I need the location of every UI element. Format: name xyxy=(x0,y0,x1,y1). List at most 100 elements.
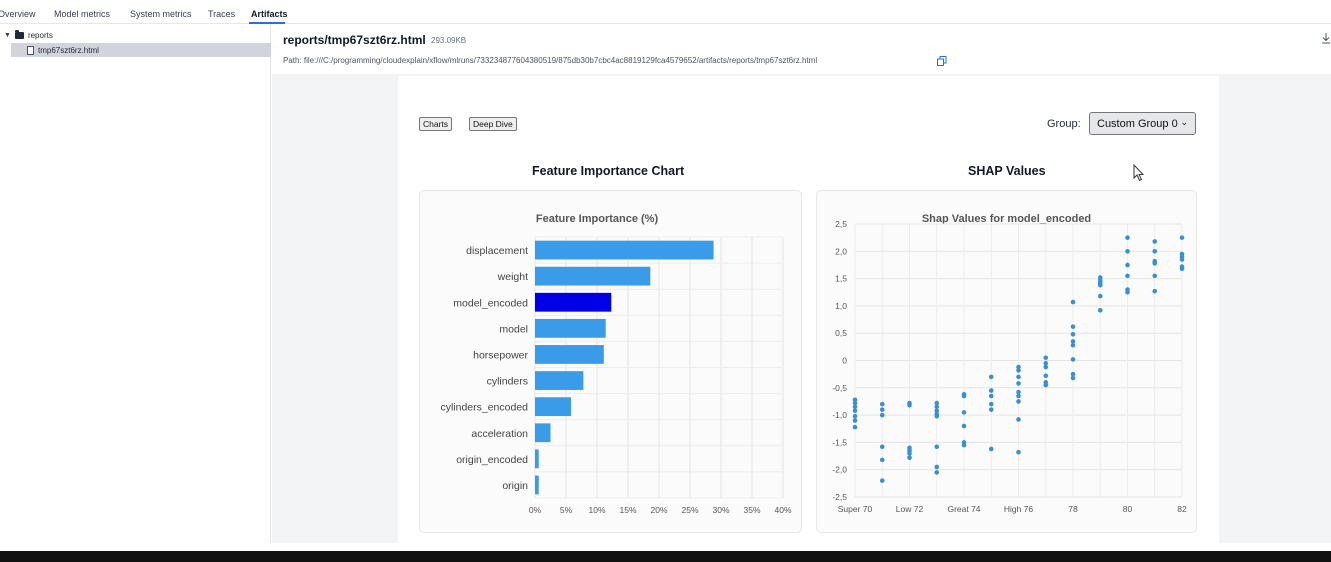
x-tick-label: 0% xyxy=(529,505,542,515)
bar-acceleration xyxy=(535,423,551,443)
artifact-path: Path: file:///C:/programming/cloudexplai… xyxy=(283,56,818,65)
taskbar-edge xyxy=(0,551,1331,562)
y-tick-label: 2,0 xyxy=(835,246,847,256)
shap-point xyxy=(988,446,994,452)
shap-point xyxy=(852,424,858,430)
tab-overview[interactable]: Overview xyxy=(0,9,36,19)
bar-cylinders-encoded xyxy=(535,397,571,417)
mouse-cursor-icon xyxy=(1133,164,1145,182)
shap-point xyxy=(1097,282,1103,288)
y-tick-label: 1,0 xyxy=(835,301,847,311)
feature-importance-card: Feature Importance (%) 0% 5% 10% 15% 20% 25% 30… xyxy=(419,190,802,533)
shap-point xyxy=(852,418,858,423)
category-label: cylinders_encoded xyxy=(440,402,528,414)
tab-traces[interactable]: Traces xyxy=(208,9,236,19)
group-select-value: Custom Group 0 xyxy=(1097,117,1178,130)
y-tick-label: -1,0 xyxy=(832,410,847,420)
shap-point xyxy=(988,407,994,412)
shap-point xyxy=(1097,307,1103,313)
shap-point xyxy=(1152,273,1158,279)
shap-point xyxy=(852,413,858,419)
shap-point xyxy=(1097,293,1103,299)
bar-origin-encoded xyxy=(535,449,539,469)
tree-file-item[interactable]: tmp67szt6rz.html xyxy=(11,43,271,57)
category-label: origin xyxy=(502,480,528,492)
y-tick-label: 0,5 xyxy=(835,328,847,338)
shap-point xyxy=(1125,235,1130,240)
shap-point xyxy=(1016,449,1021,455)
y-tick-label: -2,0 xyxy=(832,465,847,475)
chart-title: Shap Values for model_encoded xyxy=(922,213,1091,225)
shap-point xyxy=(1125,249,1130,254)
y-tick-label: -2,5 xyxy=(832,492,847,502)
shap-point xyxy=(1043,373,1049,379)
x-tick-label: Low 72 xyxy=(896,504,924,514)
download-icon[interactable] xyxy=(1321,32,1331,44)
x-tick-label: 78 xyxy=(1068,504,1078,514)
shap-point xyxy=(907,455,912,460)
run-tabs: Overview Model metrics System metrics Tr… xyxy=(0,0,1331,24)
shap-point xyxy=(852,397,858,403)
x-tick-label: 35% xyxy=(743,505,760,515)
file-icon xyxy=(27,45,34,55)
shap-point xyxy=(1152,239,1158,244)
x-tick-label: 20% xyxy=(650,505,667,515)
shap-point xyxy=(852,408,858,414)
shap-point xyxy=(961,442,967,448)
shap-point xyxy=(1070,299,1076,305)
shap-point xyxy=(934,413,940,419)
shap-point xyxy=(934,444,940,450)
shap-point xyxy=(961,423,967,429)
x-tick-label: 80 xyxy=(1123,504,1133,514)
shap-point xyxy=(1016,374,1021,380)
shap-point xyxy=(934,470,940,475)
shap-point xyxy=(1179,266,1185,272)
y-tick-label: -0,5 xyxy=(832,383,847,393)
shap-point xyxy=(879,401,885,407)
x-tick-label: Great 74 xyxy=(947,504,980,514)
x-tick-label: 40% xyxy=(774,505,791,515)
charts-button[interactable]: Charts xyxy=(419,117,453,131)
shap-point xyxy=(879,444,885,450)
x-tick-label: 82 xyxy=(1177,504,1187,514)
category-label: weight xyxy=(497,271,528,283)
x-tick-label: High 76 xyxy=(1004,504,1034,514)
tree-folder-reports[interactable]: ▼ reports xyxy=(4,28,53,42)
shap-point xyxy=(1179,257,1185,262)
category-label: horsepower xyxy=(473,349,528,361)
shap-point xyxy=(934,408,940,414)
shap-point xyxy=(1070,339,1076,344)
tab-artifacts[interactable]: Artifacts xyxy=(251,9,288,19)
category-label: model xyxy=(499,323,528,335)
tab-system-metrics[interactable]: System metrics xyxy=(130,9,192,19)
category-label: model_encoded xyxy=(453,297,528,309)
tab-model-metrics[interactable]: Model metrics xyxy=(54,9,111,19)
copy-icon[interactable] xyxy=(937,56,947,66)
feature-importance-chart: Feature Importance (%) 0% 5% 10% 15% 20% 25% 30… xyxy=(440,213,792,515)
artifact-tree: ▼ reports tmp67szt6rz.html xyxy=(0,24,271,543)
shap-point xyxy=(1016,368,1021,373)
folder-icon xyxy=(14,29,24,39)
bar-origin xyxy=(535,475,539,495)
shap-point xyxy=(879,457,885,463)
shap-point xyxy=(1125,273,1130,279)
shap-point xyxy=(1152,261,1158,266)
shap-point xyxy=(1043,360,1049,366)
shap-point xyxy=(1070,357,1076,362)
shap-point xyxy=(1016,393,1021,399)
deep-dive-button[interactable]: Deep Dive xyxy=(469,117,517,131)
x-tick-label: 30% xyxy=(712,505,729,515)
shap-point xyxy=(1043,364,1049,370)
category-label: displacement xyxy=(466,245,528,257)
shap-point xyxy=(1016,381,1021,386)
shap-point xyxy=(879,412,885,418)
group-select[interactable]: Custom Group 0 ⌄ xyxy=(1089,112,1196,135)
active-tab-indicator xyxy=(249,22,285,24)
shap-point xyxy=(1043,355,1049,361)
shap-point xyxy=(907,451,912,456)
y-tick-label: 2,5 xyxy=(835,219,847,229)
report-frame: Charts Deep Dive Group: Custom Group 0 ⌄… xyxy=(398,76,1219,543)
shap-point xyxy=(852,400,858,406)
chevron-down-icon[interactable]: ▼ xyxy=(4,31,11,39)
shap-point xyxy=(1152,249,1158,254)
